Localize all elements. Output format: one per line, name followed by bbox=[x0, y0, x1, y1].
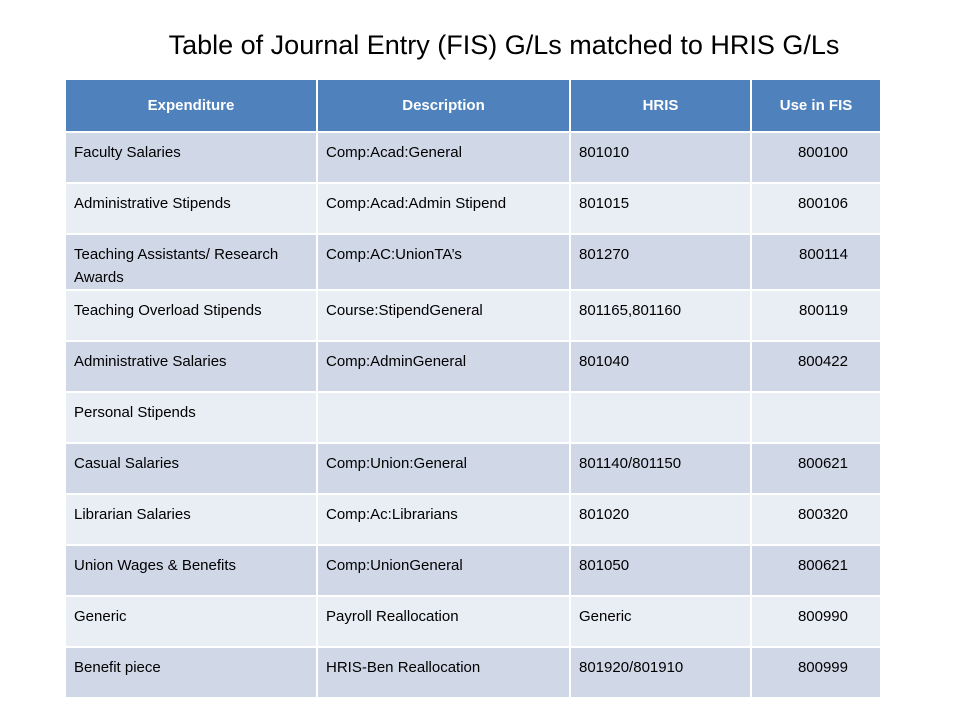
fis-cell: 800999 bbox=[750, 646, 882, 699]
description-cell: Payroll Reallocation bbox=[316, 595, 571, 648]
fis-cell: 800114 bbox=[750, 233, 882, 291]
table-row: Benefit piece HRIS-Ben Reallocation 8019… bbox=[64, 646, 882, 699]
table-row: Casual Salaries Comp:Union:General 80114… bbox=[64, 442, 882, 495]
column-header-description: Description bbox=[316, 78, 571, 133]
expenditure-cell: Administrative Stipends bbox=[64, 182, 318, 235]
expenditure-cell: Librarian Salaries bbox=[64, 493, 318, 546]
description-cell: Comp:Union:General bbox=[316, 442, 571, 495]
column-header-expenditure: Expenditure bbox=[64, 78, 318, 133]
fis-cell: 800621 bbox=[750, 544, 882, 597]
fis-cell: 800422 bbox=[750, 340, 882, 393]
fis-cell: 800119 bbox=[750, 289, 882, 342]
description-cell: Comp:UnionGeneral bbox=[316, 544, 571, 597]
description-cell: Comp:Acad:Admin Stipend bbox=[316, 182, 571, 235]
hris-cell: 801270 bbox=[569, 233, 752, 291]
page-title: Table of Journal Entry (FIS) G/Ls matche… bbox=[168, 30, 840, 60]
description-cell: Comp:AC:UnionTA’s bbox=[316, 233, 571, 291]
table-row: Administrative Stipends Comp:Acad:Admin … bbox=[64, 182, 882, 235]
fis-cell: 800106 bbox=[750, 182, 882, 235]
column-header-use-in-fis: Use in FIS bbox=[750, 78, 882, 133]
expenditure-cell: Faculty Salaries bbox=[64, 131, 318, 184]
hris-cell: 801015 bbox=[569, 182, 752, 235]
hris-cell bbox=[569, 391, 752, 444]
expenditure-cell: Casual Salaries bbox=[64, 442, 318, 495]
hris-cell: 801140/801150 bbox=[569, 442, 752, 495]
expenditure-cell: Administrative Salaries bbox=[64, 340, 318, 393]
table-row: Faculty Salaries Comp:Acad:General 80101… bbox=[64, 131, 882, 184]
expenditure-cell: Union Wages & Benefits bbox=[64, 544, 318, 597]
expenditure-cell: Benefit piece bbox=[64, 646, 318, 699]
hris-cell: 801050 bbox=[569, 544, 752, 597]
table-row: Teaching Overload Stipends Course:Stipen… bbox=[64, 289, 882, 342]
hris-cell: 801010 bbox=[569, 131, 752, 184]
hris-cell: 801920/801910 bbox=[569, 646, 752, 699]
expenditure-cell: Generic bbox=[64, 595, 318, 648]
description-cell: HRIS-Ben Reallocation bbox=[316, 646, 571, 699]
expenditure-cell: Teaching Overload Stipends bbox=[64, 289, 318, 342]
description-cell: Comp:Ac:Librarians bbox=[316, 493, 571, 546]
description-cell: Comp:AdminGeneral bbox=[316, 340, 571, 393]
hris-cell: 801040 bbox=[569, 340, 752, 393]
expenditure-cell: Teaching Assistants/ Research Awards bbox=[64, 233, 318, 291]
fis-cell: 800621 bbox=[750, 442, 882, 495]
hris-cell: 801165,801160 bbox=[569, 289, 752, 342]
table-row: Union Wages & Benefits Comp:UnionGeneral… bbox=[64, 544, 882, 597]
fis-cell: 800320 bbox=[750, 493, 882, 546]
column-header-hris: HRIS bbox=[569, 78, 752, 133]
description-cell: Course:StipendGeneral bbox=[316, 289, 571, 342]
fis-cell: 800100 bbox=[750, 131, 882, 184]
fis-cell: 800990 bbox=[750, 595, 882, 648]
table-header-row: Expenditure Description HRIS Use in FIS bbox=[64, 78, 882, 133]
table-row: Librarian Salaries Comp:Ac:Librarians 80… bbox=[64, 493, 882, 546]
hris-cell: 801020 bbox=[569, 493, 752, 546]
table-row: Personal Stipends bbox=[64, 391, 882, 444]
expenditure-cell: Personal Stipends bbox=[64, 391, 318, 444]
fis-cell bbox=[750, 391, 882, 444]
table-row: Generic Payroll Reallocation Generic 800… bbox=[64, 595, 882, 648]
hris-cell: Generic bbox=[569, 595, 752, 648]
description-cell bbox=[316, 391, 571, 444]
table-row: Administrative Salaries Comp:AdminGenera… bbox=[64, 340, 882, 393]
description-cell: Comp:Acad:General bbox=[316, 131, 571, 184]
gl-mapping-table: Expenditure Description HRIS Use in FIS … bbox=[64, 78, 882, 699]
table-row: Teaching Assistants/ Research Awards Com… bbox=[64, 233, 882, 291]
